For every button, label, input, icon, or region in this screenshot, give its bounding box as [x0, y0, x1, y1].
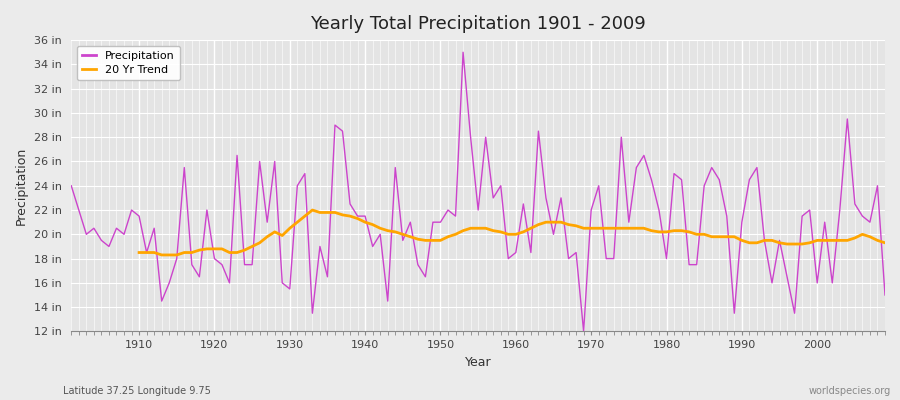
- 20 Yr Trend: [284, 226, 295, 231]
- Text: worldspecies.org: worldspecies.org: [809, 386, 891, 396]
- Title: Yearly Total Precipitation 1901 - 2009: Yearly Total Precipitation 1901 - 2009: [310, 15, 646, 33]
- Precipitation: [616, 135, 626, 140]
- Precipitation: [292, 183, 302, 188]
- Precipitation: [66, 183, 77, 188]
- 20 Yr Trend: [879, 240, 890, 245]
- 20 Yr Trend: [157, 252, 167, 257]
- Precipitation: [879, 293, 890, 298]
- Precipitation: [458, 50, 469, 55]
- Y-axis label: Precipitation: Precipitation: [15, 147, 28, 225]
- Precipitation: [518, 202, 528, 206]
- 20 Yr Trend: [834, 238, 845, 243]
- 20 Yr Trend: [593, 226, 604, 231]
- Precipitation: [338, 129, 348, 134]
- Legend: Precipitation, 20 Yr Trend: Precipitation, 20 Yr Trend: [76, 46, 180, 80]
- 20 Yr Trend: [533, 222, 544, 227]
- Text: Latitude 37.25 Longitude 9.75: Latitude 37.25 Longitude 9.75: [63, 386, 211, 396]
- Precipitation: [578, 329, 589, 334]
- 20 Yr Trend: [322, 210, 333, 215]
- Line: Precipitation: Precipitation: [71, 52, 885, 332]
- X-axis label: Year: Year: [464, 356, 491, 369]
- 20 Yr Trend: [307, 208, 318, 212]
- Precipitation: [126, 208, 137, 212]
- Line: 20 Yr Trend: 20 Yr Trend: [140, 210, 885, 255]
- 20 Yr Trend: [134, 250, 145, 255]
- 20 Yr Trend: [857, 232, 868, 237]
- Precipitation: [510, 250, 521, 255]
